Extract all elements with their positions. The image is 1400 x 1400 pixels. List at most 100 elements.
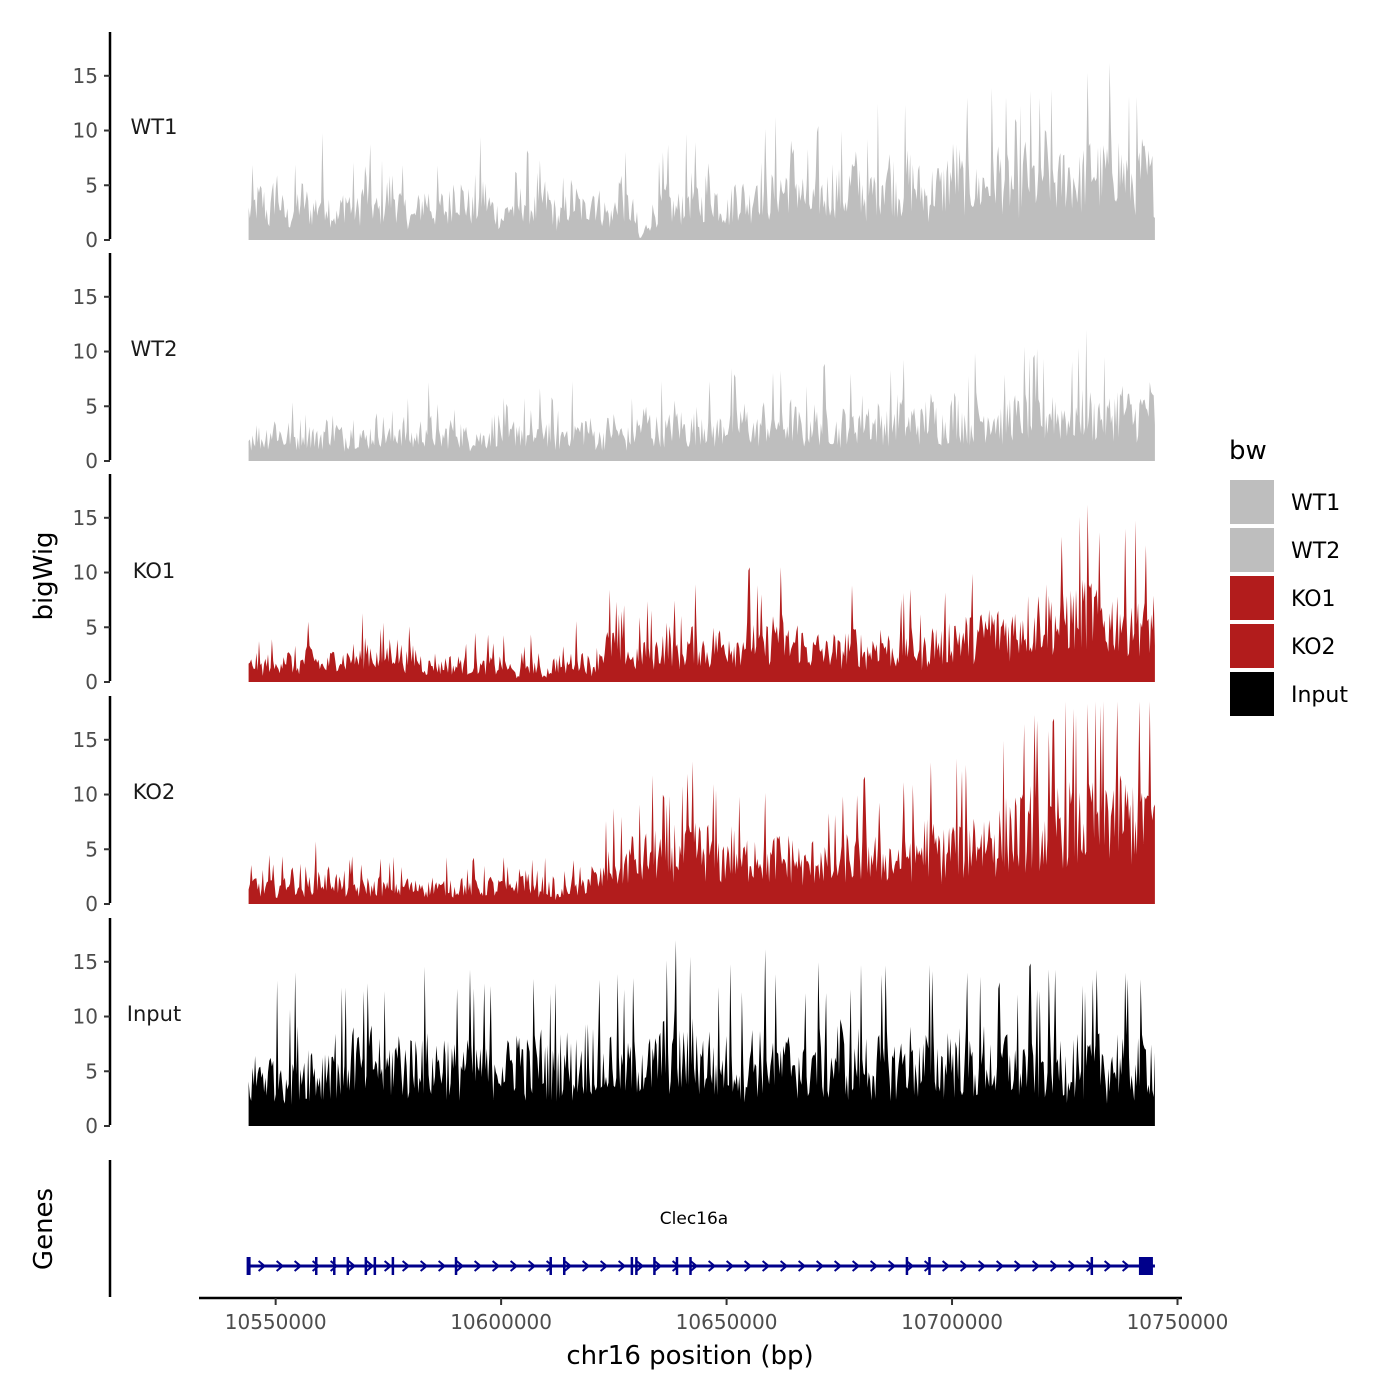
- strand-chevron: [887, 1260, 897, 1272]
- y-tick-label: 5: [85, 837, 98, 861]
- strand-chevron: [527, 1260, 537, 1272]
- track-input: 0 5 10 15 Input: [73, 918, 1155, 1138]
- strand-chevron: [869, 1260, 879, 1272]
- y-tick-label: 0: [85, 228, 98, 252]
- strand-chevron: [1031, 1260, 1041, 1272]
- gene-exon: [905, 1257, 909, 1275]
- gene-exon: [630, 1257, 634, 1275]
- signal-area-ko2: [248, 701, 1155, 904]
- strand-chevron: [401, 1260, 411, 1272]
- strand-chevron: [455, 1260, 465, 1272]
- strand-chevron: [347, 1260, 357, 1272]
- signal-tracks: 0 5 10 15 WT1 0 5 10 15 WT2 0 5 10 15 KO1 0 5 10 15 KO2 0 5 10…: [73, 32, 1155, 1138]
- legend-label-ko2: KO2: [1291, 635, 1336, 660]
- y-tick-label: 10: [73, 119, 98, 143]
- x-tick-label: 10650000: [676, 1310, 778, 1334]
- strand-chevron: [995, 1260, 1005, 1272]
- strand-chevron: [545, 1260, 555, 1272]
- track-wt2: 0 5 10 15 WT2: [73, 253, 1155, 473]
- gene-exon: [689, 1257, 692, 1275]
- strand-chevron: [257, 1260, 267, 1272]
- strand-chevron: [491, 1260, 501, 1272]
- strand-chevron: [509, 1260, 519, 1272]
- y-tick-label: 10: [73, 1005, 98, 1029]
- x-axis-title: chr16 position (bp): [566, 1341, 813, 1371]
- signal-area-ko1: [248, 504, 1155, 682]
- track-ko1: 0 5 10 15 KO1: [73, 474, 1155, 694]
- strand-chevron: [617, 1260, 627, 1272]
- legend-key-wt1: [1230, 480, 1274, 524]
- legend-key-input: [1230, 672, 1274, 716]
- strand-chevron: [1049, 1260, 1059, 1272]
- track-ko2: 0 5 10 15 KO2: [73, 696, 1155, 916]
- gene-exon: [562, 1257, 566, 1275]
- y-tick-label: 0: [85, 892, 98, 916]
- strand-chevron: [1013, 1260, 1023, 1272]
- gene-track-panel: Clec16a: [108, 1160, 1155, 1297]
- x-tick-label: 10600000: [450, 1310, 552, 1334]
- strand-chevron: [671, 1260, 681, 1272]
- gene-exon: [333, 1257, 336, 1275]
- strand-chevron: [599, 1260, 609, 1272]
- strand-chevron: [1103, 1260, 1113, 1272]
- strand-chevron: [581, 1260, 591, 1272]
- track-label-wt1: WT1: [131, 115, 178, 139]
- gene-exon: [1090, 1257, 1094, 1275]
- strand-chevron: [833, 1260, 843, 1272]
- gene-name-label: Clec16a: [660, 1209, 728, 1229]
- x-tick-label: 10700000: [901, 1310, 1003, 1334]
- legend-key-wt2: [1230, 528, 1274, 572]
- strand-chevron: [707, 1260, 717, 1272]
- signal-area-wt2: [248, 329, 1155, 461]
- strand-chevron: [563, 1260, 573, 1272]
- strand-chevron: [689, 1260, 699, 1272]
- legend: bw WT1 WT2 KO1 KO2 Input: [1229, 436, 1348, 716]
- gene-exon: [364, 1257, 368, 1275]
- strand-chevron: [959, 1260, 969, 1272]
- gene-exon: [549, 1257, 552, 1275]
- gene-exon: [928, 1257, 931, 1275]
- y-tick-label: 0: [85, 670, 98, 694]
- y-tick-label: 10: [73, 783, 98, 807]
- strand-chevron: [761, 1260, 771, 1272]
- strand-chevron: [635, 1260, 645, 1272]
- y-tick-label: 15: [73, 728, 98, 752]
- strand-chevron: [941, 1260, 951, 1272]
- genes-axis-title: Genes: [29, 1188, 59, 1270]
- signal-area-wt1: [248, 62, 1155, 241]
- strand-chevron: [419, 1260, 429, 1272]
- gene-exon: [314, 1257, 318, 1275]
- x-axis: 10550000 10600000 10650000 10700000 10750000: [199, 1296, 1228, 1334]
- gene-exon: [373, 1257, 377, 1275]
- gene-exon: [454, 1257, 458, 1275]
- track-label-ko1: KO1: [133, 559, 176, 583]
- x-tick-label: 10550000: [225, 1310, 327, 1334]
- y-tick-label: 10: [73, 340, 98, 364]
- strand-chevron: [275, 1260, 285, 1272]
- strand-chevron: [797, 1260, 807, 1272]
- strand-chevron: [365, 1260, 375, 1272]
- gene-exon: [635, 1257, 638, 1275]
- y-tick-label: 5: [85, 615, 98, 639]
- y-tick-label: 5: [85, 1059, 98, 1083]
- y-tick-label: 15: [73, 285, 98, 309]
- strand-chevron: [815, 1260, 825, 1272]
- strand-chevron: [473, 1260, 483, 1272]
- track-wt1: 0 5 10 15 WT1: [73, 32, 1155, 252]
- y-tick-label: 5: [85, 394, 98, 418]
- legend-label-wt2: WT2: [1291, 539, 1340, 564]
- strand-chevron: [653, 1260, 663, 1272]
- strand-chevron: [743, 1260, 753, 1272]
- y-tick-label: 15: [73, 64, 98, 88]
- gene-exon: [391, 1257, 395, 1275]
- gene-exon: [1138, 1257, 1153, 1275]
- legend-label-wt1: WT1: [1291, 491, 1340, 516]
- legend-title: bw: [1229, 436, 1267, 466]
- track-label-ko2: KO2: [133, 780, 176, 804]
- legend-key-ko1: [1230, 576, 1274, 620]
- track-label-wt2: WT2: [131, 337, 178, 361]
- gene-exon: [675, 1257, 679, 1275]
- y-tick-label: 0: [85, 449, 98, 473]
- track-label-input: Input: [127, 1002, 181, 1026]
